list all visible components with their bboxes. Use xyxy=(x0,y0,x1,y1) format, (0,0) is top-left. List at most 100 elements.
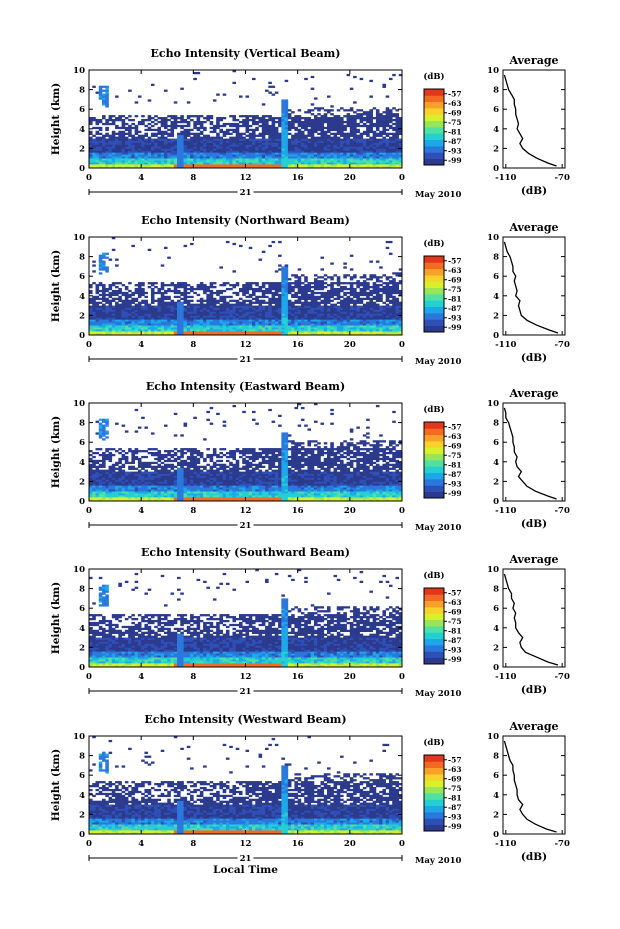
heatmap-cell xyxy=(89,305,93,308)
heatmap-cell xyxy=(392,154,396,157)
heatmap-cell xyxy=(379,120,383,124)
heatmap-cell xyxy=(177,291,181,295)
heatmap-cell xyxy=(111,150,116,153)
heatmap-cell xyxy=(131,146,135,149)
y-tick-label: 2 xyxy=(79,144,85,154)
heatmap-cell xyxy=(98,95,103,98)
heatmap-cell xyxy=(287,113,292,116)
heatmap-cell xyxy=(291,144,295,147)
heatmap-cell xyxy=(271,119,276,122)
heatmap-cell xyxy=(89,321,93,324)
heatmap-cell xyxy=(225,331,230,334)
heatmap-cell xyxy=(284,329,289,332)
heatmap-cell xyxy=(281,297,285,301)
panel-eastward: Echo Intensity (Eastward Beam)0246810Hei… xyxy=(50,380,570,533)
heatmap-cell xyxy=(307,111,312,114)
heatmap-cell xyxy=(180,305,184,308)
heatmap-cell xyxy=(248,329,253,332)
heatmap-cell xyxy=(242,138,246,141)
heatmap-cell xyxy=(291,309,295,312)
heatmap-cell xyxy=(310,307,315,310)
heatmap-cell xyxy=(356,160,360,163)
heatmap-cell xyxy=(278,144,282,147)
heatmap-cell xyxy=(372,307,377,310)
heatmap-cell xyxy=(229,162,233,165)
heatmap-cell xyxy=(320,136,325,139)
heatmap-cell xyxy=(375,329,380,332)
heatmap-cell xyxy=(310,295,315,299)
heatmap-cell xyxy=(222,148,227,151)
heatmap-cell xyxy=(108,323,113,326)
heatmap-cell xyxy=(193,323,197,326)
heatmap-cell xyxy=(147,146,152,149)
heatmap-cell xyxy=(98,333,103,336)
heatmap-cell xyxy=(163,297,168,301)
heatmap-cell xyxy=(193,329,197,332)
heatmap-cell xyxy=(300,134,305,137)
heatmap-cell xyxy=(268,126,272,130)
heatmap-cell xyxy=(258,287,263,291)
heatmap-cell xyxy=(274,130,279,134)
heatmap-cell xyxy=(212,305,217,308)
heatmap-cell xyxy=(203,333,207,336)
heatmap-cell xyxy=(95,329,100,332)
heatmap-cell xyxy=(356,138,360,141)
heatmap-cell xyxy=(173,307,178,310)
heatmap-cell xyxy=(150,134,155,137)
heatmap-cell xyxy=(238,142,243,145)
heatmap-cell xyxy=(388,77,393,81)
heatmap-cell xyxy=(362,311,367,314)
heatmap-cell xyxy=(278,333,282,336)
heatmap-cell xyxy=(294,329,298,332)
heatmap-cell xyxy=(300,126,305,130)
heatmap-cell xyxy=(111,282,116,285)
heatmap-cell xyxy=(98,329,103,332)
heatmap-cell xyxy=(206,313,210,316)
heatmap-cell xyxy=(261,321,266,324)
heatmap-cell xyxy=(307,313,312,316)
heatmap-cell xyxy=(297,160,302,163)
heatmap-cell xyxy=(284,101,289,104)
heatmap-cell xyxy=(388,150,393,153)
heatmap-cell xyxy=(105,268,109,271)
heatmap-cell xyxy=(307,109,312,112)
heatmap-cell xyxy=(336,315,341,318)
heatmap-cell xyxy=(199,305,204,308)
heatmap-cell xyxy=(150,162,155,165)
heatmap-cell xyxy=(268,299,272,302)
heatmap-cell xyxy=(229,329,233,332)
heatmap-cell xyxy=(105,85,109,88)
heatmap-cell xyxy=(121,166,126,169)
heatmap-cell xyxy=(398,329,403,332)
heatmap-cell xyxy=(261,327,266,330)
heatmap-cell xyxy=(245,286,250,289)
heatmap-cell xyxy=(369,115,373,118)
heatmap-cell xyxy=(134,144,139,147)
heatmap-cell xyxy=(268,117,272,120)
heatmap-cell xyxy=(362,111,367,114)
heatmap-cell xyxy=(118,289,122,293)
heatmap-cell xyxy=(180,136,184,139)
heatmap-cell xyxy=(115,138,119,141)
heatmap-cell xyxy=(190,132,194,135)
heatmap-cell xyxy=(333,327,338,330)
heatmap-cell xyxy=(141,327,145,330)
heatmap-cell xyxy=(343,305,347,308)
heatmap-cell xyxy=(379,160,383,163)
heatmap-cell xyxy=(219,319,223,322)
heatmap-cell xyxy=(287,160,292,163)
average-y-tick-label: 2 xyxy=(493,144,499,154)
heatmap-cell xyxy=(258,329,263,332)
heatmap-cell xyxy=(242,293,246,297)
heatmap-cell xyxy=(265,289,269,293)
heatmap-cell xyxy=(398,156,403,159)
heatmap-cell xyxy=(330,317,334,320)
heatmap-cell xyxy=(147,162,152,165)
heatmap-cell xyxy=(252,142,256,145)
heatmap-cell xyxy=(284,272,289,275)
heatmap-cell xyxy=(137,284,142,287)
heatmap-cell xyxy=(235,148,240,151)
heatmap-cell xyxy=(212,286,217,289)
heatmap-cell xyxy=(379,299,383,302)
heatmap-cell xyxy=(382,146,386,149)
